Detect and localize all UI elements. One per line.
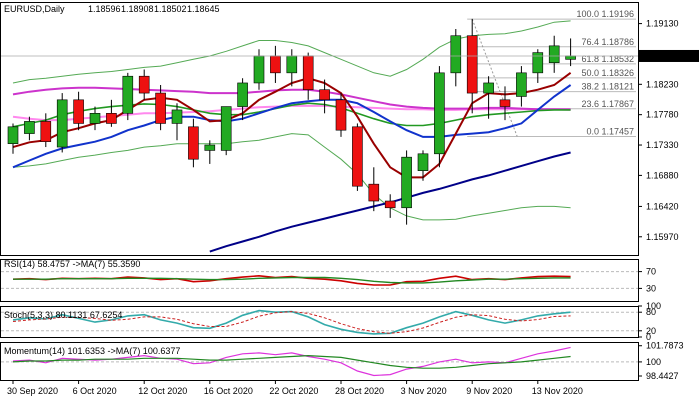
- bearish-candle: [499, 99, 511, 107]
- fib-level-label: 100.0 1.19196: [576, 9, 634, 19]
- bullish-candle: [89, 113, 101, 124]
- bullish-candle: [401, 156, 412, 209]
- bullish-candle: [237, 82, 248, 107]
- y-tick-label: 1.17780: [646, 110, 679, 120]
- bearish-candle: [352, 126, 363, 187]
- x-tick-label: 30 Sep 2020: [7, 386, 58, 396]
- bullish-candle: [24, 121, 35, 134]
- fib-level-label: 38.2 1.18121: [581, 82, 634, 92]
- main-title: EURUSD,Daily: [4, 4, 65, 14]
- y-tick-label: 1.16880: [646, 170, 679, 180]
- momentum-title: Momentum(14) 101.6353 ->MA(7) 100.6377: [4, 346, 180, 356]
- ma-green-line: [12, 102, 571, 128]
- bullish-candle: [7, 126, 19, 144]
- bearish-candle: [368, 183, 380, 202]
- ohlc-open: 1.18596: [88, 4, 121, 14]
- fib-trendline: [471, 18, 518, 137]
- last-price-label: 1.18645: [646, 51, 679, 61]
- ohlc-low: 1.18502: [154, 4, 187, 14]
- y-tick-label: 1.19130: [646, 19, 679, 29]
- x-tick-label: 16 Oct 2020: [204, 386, 253, 396]
- bullish-candle: [532, 52, 544, 74]
- y-tick-label: 70: [646, 267, 656, 277]
- bollinger-upper-line: [12, 20, 571, 84]
- rsi-panel: 70 30: [1, 267, 656, 293]
- y-tick-label: 100: [646, 301, 661, 311]
- x-axis: 30 Sep 2020 6 Oct 2020 12 Oct 2020 16 Oct 2…: [7, 380, 583, 396]
- bearish-candle: [106, 113, 117, 124]
- bearish-candle: [384, 200, 396, 209]
- y-tick-label: 80: [646, 307, 656, 317]
- stoch-title: Stoch(5,3,3) 80.1131 67.6254: [4, 310, 122, 320]
- momentum-ma-line: [12, 354, 571, 369]
- bollinger-lower-line: [12, 133, 571, 221]
- bearish-candle: [138, 75, 150, 94]
- bearish-candle: [335, 99, 347, 131]
- last-price-tag: [639, 49, 699, 62]
- y-tick-label: 100: [646, 357, 661, 367]
- fib-level-label: 61.8 1.18532: [581, 54, 634, 64]
- bullish-candle: [171, 109, 183, 124]
- bearish-candle: [40, 121, 52, 142]
- x-tick-label: 9 Nov 2020: [466, 386, 512, 396]
- rsi-ma-line: [13, 276, 571, 284]
- bullish-candle: [450, 35, 462, 74]
- bullish-candle: [417, 153, 429, 171]
- x-tick-label: 13 Nov 2020: [532, 386, 583, 396]
- y-tick-label: 20: [646, 326, 656, 336]
- ohlc-readout: 1.18596 1.18908 1.18502 1.18645: [88, 4, 220, 14]
- bearish-candle: [319, 89, 330, 101]
- ohlc-high: 1.18908: [121, 4, 154, 14]
- rsi-title: RSI(14) 58.4757 ->MA(7) 55.3590: [4, 259, 140, 269]
- x-tick-label: 22 Oct 2020: [269, 386, 318, 396]
- ma-blue-line: [12, 84, 572, 169]
- y-tick-label: 1.15970: [646, 232, 679, 242]
- price-frame: [0, 2, 639, 256]
- y-tick-label: 1.16420: [646, 201, 679, 211]
- y-tick-label: 0: [646, 332, 651, 342]
- fib-level-label: 0.0 1.17457: [586, 126, 634, 136]
- bullish-candle: [565, 55, 576, 60]
- bullish-candle: [56, 99, 68, 148]
- bullish-candle: [122, 75, 134, 114]
- price-panel: 100.0 1.19196 76.4 1.18786 61.8 1.18532 50.…: [1, 9, 699, 253]
- rsi-frame: [0, 259, 639, 302]
- x-tick-label: 3 Nov 2020: [401, 386, 447, 396]
- ohlc-close: 1.18645: [187, 4, 220, 14]
- x-tick-label: 6 Oct 2020: [73, 386, 117, 396]
- bearish-candle: [188, 126, 199, 160]
- y-tick-label: 101.7873: [646, 341, 684, 351]
- bullish-candle: [434, 72, 445, 155]
- bearish-candle: [466, 35, 478, 94]
- stoch-frame: [0, 306, 639, 338]
- bullish-candle: [220, 106, 232, 151]
- y-tick-label: 30: [646, 283, 656, 293]
- y-tick-label: 1.17330: [646, 140, 679, 150]
- bullish-candle: [286, 55, 298, 74]
- bullish-candle: [204, 144, 216, 151]
- bullish-candle: [483, 82, 494, 94]
- y-tick-label: 1.18230: [646, 79, 679, 89]
- bearish-candle: [155, 92, 166, 124]
- bullish-candle: [516, 72, 527, 97]
- ma-magenta-line: [12, 86, 571, 111]
- bearish-candle: [73, 99, 84, 124]
- momentum-panel: 101.7873 100 98.4427: [1, 341, 684, 381]
- bearish-candle: [302, 55, 314, 91]
- fib-level-label: 23.6 1.17867: [581, 99, 634, 109]
- x-tick-label: 12 Oct 2020: [138, 386, 187, 396]
- y-tick-label: 98.4427: [646, 371, 679, 381]
- fib-level-label: 76.4 1.18786: [581, 37, 634, 47]
- bearish-candle: [270, 55, 281, 74]
- x-tick-label: 28 Oct 2020: [335, 386, 384, 396]
- bullish-candle: [253, 55, 265, 84]
- fib-level-label: 50.0 1.18326: [581, 68, 634, 78]
- stoch-signal-line: [12, 311, 571, 334]
- bullish-candle: [548, 45, 560, 64]
